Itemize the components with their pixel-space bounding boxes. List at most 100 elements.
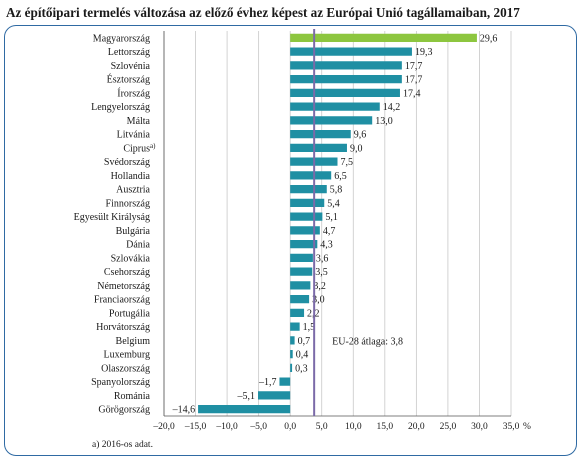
x-tick-label: –15,0	[184, 422, 207, 432]
category-label: Szlovénia	[111, 61, 151, 72]
bar	[290, 116, 373, 125]
category-label: Spanyolország	[91, 377, 150, 388]
bar	[290, 130, 351, 139]
category-label: Ausztria	[116, 185, 150, 196]
value-label: 4,7	[323, 226, 336, 237]
bar	[290, 47, 412, 56]
value-label: –5,1	[237, 391, 256, 402]
category-label: Dánia	[126, 240, 150, 251]
bar	[290, 240, 318, 249]
category-label: Luxemburg	[104, 350, 150, 361]
bar	[290, 185, 327, 194]
x-tick-label: 0,0	[284, 422, 296, 432]
bar	[290, 212, 323, 221]
value-label: 0,4	[296, 350, 309, 361]
value-label: 13,0	[375, 116, 393, 127]
category-label: Belgium	[116, 336, 151, 347]
category-label: Írország	[117, 87, 150, 99]
bar	[290, 171, 332, 180]
x-tick-label: 30,0	[471, 422, 488, 432]
footnote-marker: a)	[150, 142, 156, 150]
category-label: Finnország	[106, 198, 150, 209]
category-label: Lettország	[108, 47, 150, 58]
value-label: 6,5	[334, 171, 347, 182]
bar	[290, 88, 400, 97]
chart-frame	[4, 25, 577, 456]
category-label: Lengyelország	[91, 102, 150, 113]
category-label: Csehország	[104, 267, 150, 278]
value-label: 7,5	[341, 157, 354, 168]
category-label: Románia	[114, 391, 151, 402]
category-label: Szlovákia	[111, 253, 151, 264]
value-label: –14,6	[172, 405, 196, 416]
value-label: 17,7	[405, 61, 423, 72]
x-tick-label: –10,0	[215, 422, 238, 432]
value-label: 3,0	[312, 295, 325, 306]
value-label: 3,6	[316, 253, 329, 264]
bar	[279, 377, 291, 386]
footnote: a) 2016-os adat.	[92, 440, 153, 450]
bar	[290, 281, 311, 290]
value-label: 29,6	[480, 33, 498, 44]
category-label: Olaszország	[101, 363, 150, 374]
category-label: Litvánia	[117, 130, 151, 141]
x-tick-label: –20,0	[152, 422, 175, 432]
category-label: Ciprus	[123, 143, 150, 154]
x-tick-label: 20,0	[408, 422, 425, 432]
x-tick-label: 10,0	[345, 422, 362, 432]
bar	[290, 75, 402, 84]
category-label: Horvátország	[96, 322, 150, 333]
category-label: Magyarország	[93, 33, 150, 44]
value-label: 9,6	[354, 130, 367, 141]
value-label: 17,4	[403, 88, 421, 99]
bar	[290, 33, 477, 42]
value-label: 4,3	[320, 240, 333, 251]
value-label: 1,5	[303, 322, 316, 333]
value-label: 5,1	[325, 212, 338, 223]
value-label: 3,5	[315, 267, 328, 278]
bar	[290, 308, 305, 317]
bar	[198, 405, 291, 414]
value-label: 0,7	[298, 336, 311, 347]
category-label: Bulgária	[116, 226, 151, 237]
category-label: Svédország	[104, 157, 150, 168]
bar	[290, 267, 313, 276]
x-tick-label: 35,0	[503, 422, 520, 432]
category-label: Franciaország	[94, 295, 150, 306]
category-label: Egyesült Királyság	[74, 212, 150, 223]
reference-line-label: EU-28 átlaga: 3,8	[332, 336, 403, 347]
x-tick-label: 5,0	[316, 422, 328, 432]
category-label: Észtország	[107, 74, 150, 86]
category-label: Görögország	[98, 405, 150, 416]
value-label: 0,3	[295, 363, 308, 374]
x-tick-label: –5,0	[249, 422, 267, 432]
chart-title: Az építőipari termelés változása az előz…	[6, 5, 520, 20]
bar	[290, 363, 293, 372]
value-label: –1,7	[258, 377, 277, 388]
category-label: Hollandia	[111, 171, 151, 182]
value-label: 14,2	[383, 102, 401, 113]
category-label: Portugália	[109, 308, 151, 319]
bar	[290, 102, 380, 111]
bar	[290, 61, 402, 70]
bar	[290, 295, 310, 304]
x-tick-label: 15,0	[377, 422, 394, 432]
value-label: 19,3	[415, 47, 433, 58]
bar	[290, 143, 347, 152]
bar	[290, 198, 325, 207]
bar	[290, 336, 295, 345]
x-tick-label: 25,0	[440, 422, 457, 432]
value-label: 9,0	[350, 143, 363, 154]
value-label: 3,2	[313, 281, 326, 292]
category-label: Málta	[127, 116, 151, 127]
value-label: 5,8	[330, 185, 343, 196]
value-label: 17,7	[405, 75, 423, 86]
bar	[258, 391, 291, 400]
bar	[290, 253, 313, 262]
bar	[290, 226, 320, 235]
x-unit-label: %	[523, 422, 531, 432]
bar	[290, 350, 293, 359]
category-label: Németország	[97, 281, 150, 292]
bar	[290, 322, 300, 331]
